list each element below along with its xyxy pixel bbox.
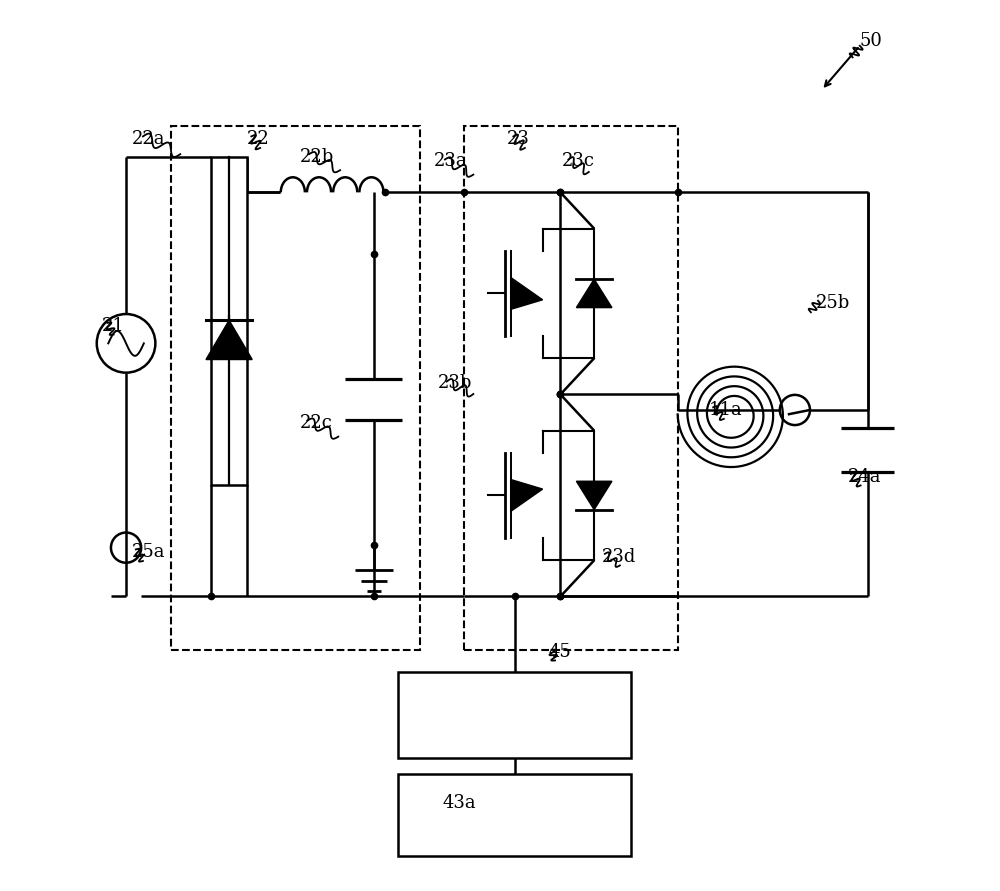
Text: 24a: 24a xyxy=(848,468,882,486)
Bar xyxy=(398,774,631,856)
Text: 22: 22 xyxy=(247,130,270,148)
Text: 23d: 23d xyxy=(602,548,637,566)
Text: 45: 45 xyxy=(549,642,572,660)
Text: 25b: 25b xyxy=(815,294,850,313)
Text: 11a: 11a xyxy=(709,401,742,419)
Text: 21: 21 xyxy=(102,316,125,335)
Text: 25a: 25a xyxy=(131,544,165,561)
Text: 23c: 23c xyxy=(562,152,595,170)
Polygon shape xyxy=(511,277,543,309)
Polygon shape xyxy=(511,479,543,511)
Text: 50: 50 xyxy=(860,32,883,51)
Polygon shape xyxy=(576,279,612,307)
Text: 23: 23 xyxy=(507,130,530,148)
Text: 22b: 22b xyxy=(300,148,334,166)
Text: 23b: 23b xyxy=(438,374,472,392)
Text: 23a: 23a xyxy=(433,152,467,170)
Bar xyxy=(211,157,247,486)
Text: 22a: 22a xyxy=(131,130,165,148)
Text: 43a: 43a xyxy=(442,794,476,812)
Polygon shape xyxy=(206,320,252,360)
Bar xyxy=(464,126,678,650)
Bar xyxy=(171,126,420,650)
Text: 22c: 22c xyxy=(300,414,333,432)
Polygon shape xyxy=(576,481,612,510)
Bar xyxy=(398,672,631,758)
